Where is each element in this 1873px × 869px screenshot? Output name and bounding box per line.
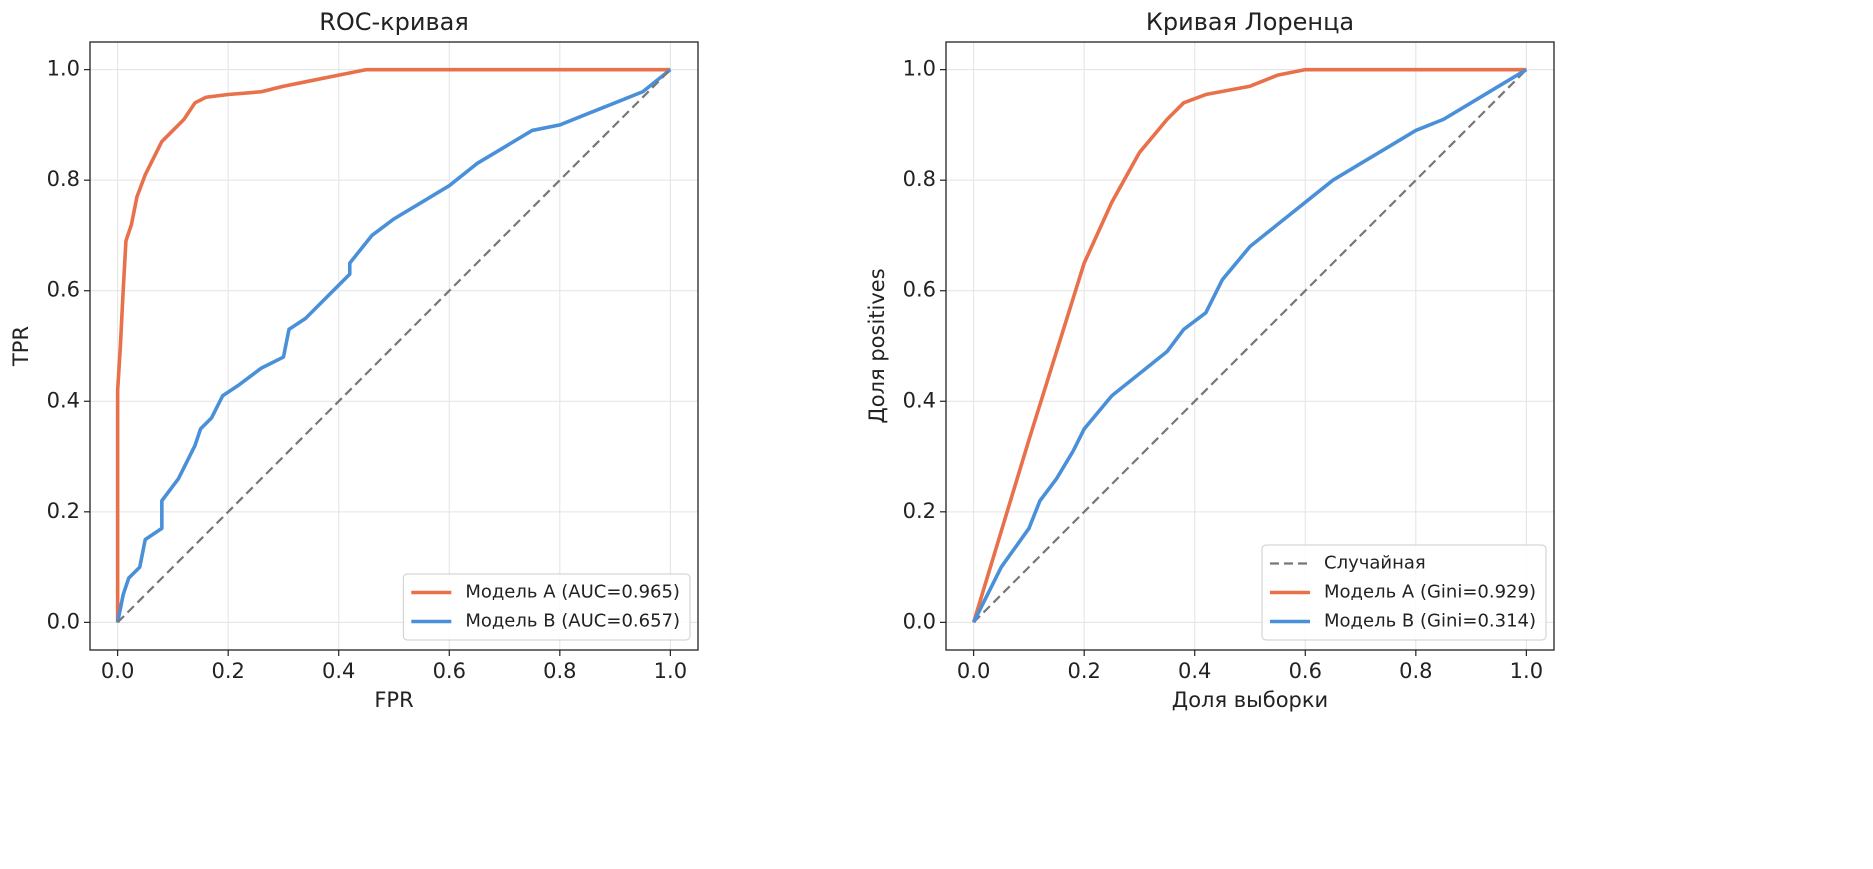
x-tick-label: 0.0	[101, 659, 134, 683]
x-tick-label: 0.2	[211, 659, 244, 683]
legend-label: Модель A (Gini=0.929)	[1324, 582, 1536, 603]
y-axis-label: TPR	[9, 326, 33, 367]
series-line	[972, 68, 1528, 624]
x-tick-label: 1.0	[1510, 659, 1543, 683]
chart-title: Кривая Лоренца	[1146, 8, 1354, 36]
y-tick-label: 1.0	[47, 57, 80, 81]
y-tick-label: 0.0	[47, 609, 80, 633]
legend-box	[1261, 544, 1547, 641]
legend-label: Случайная	[1324, 553, 1426, 574]
y-tick-label: 0.0	[903, 609, 936, 633]
x-tick-label: 0.4	[322, 659, 355, 683]
x-tick-label: 0.8	[1399, 659, 1432, 683]
y-axis-label: Доля positives	[865, 268, 889, 423]
legend-label: Модель B (AUC=0.657)	[465, 611, 680, 632]
y-tick-label: 0.8	[47, 167, 80, 191]
legend: Случайная Модель A (Gini=0.929) Модель B (…	[1261, 544, 1547, 641]
y-tick-label: 0.6	[47, 278, 80, 302]
legend-label: Модель B (Gini=0.314)	[1324, 611, 1536, 632]
y-tick-label: 0.6	[903, 278, 936, 302]
y-tick-label: 0.4	[47, 388, 80, 412]
x-tick-label: 0.8	[543, 659, 576, 683]
plot-frame	[89, 41, 699, 651]
x-tick-label: 0.0	[957, 659, 990, 683]
legend-label: Модель A (AUC=0.965)	[465, 582, 680, 603]
x-tick-label: 0.4	[1178, 659, 1211, 683]
x-tick-label: 0.6	[433, 659, 466, 683]
y-tick-label: 0.2	[903, 499, 936, 523]
y-tick-label: 1.0	[903, 57, 936, 81]
legend-box	[402, 573, 691, 641]
series-line	[971, 67, 1527, 623]
plot-frame	[945, 41, 1555, 651]
series-line	[115, 67, 671, 623]
y-tick-label: 0.8	[903, 167, 936, 191]
legend: Модель A (AUC=0.965) Модель B (AUC=0.657)	[402, 573, 691, 641]
series-line	[116, 68, 672, 624]
y-tick-label: 0.2	[47, 499, 80, 523]
chart-title: ROC-кривая	[319, 8, 469, 36]
series-line	[115, 68, 672, 623]
subplot: 0.0 0.2 0.4 0.6 0.8 1.0 0.0 0.2 0.4 0.6 0.8 1.0 ROC-…	[9, 8, 699, 712]
series-line	[972, 68, 1528, 624]
x-axis-label: Доля выборки	[1172, 688, 1328, 712]
x-tick-label: 1.0	[654, 659, 687, 683]
x-axis-label: FPR	[374, 688, 413, 712]
x-tick-label: 0.6	[1289, 659, 1322, 683]
y-tick-label: 0.4	[903, 388, 936, 412]
x-tick-label: 0.2	[1067, 659, 1100, 683]
subplot: 0.0 0.2 0.4 0.6 0.8 1.0 0.0 0.2 0.4 0.6 0.8 1.0 Крив…	[865, 8, 1555, 712]
